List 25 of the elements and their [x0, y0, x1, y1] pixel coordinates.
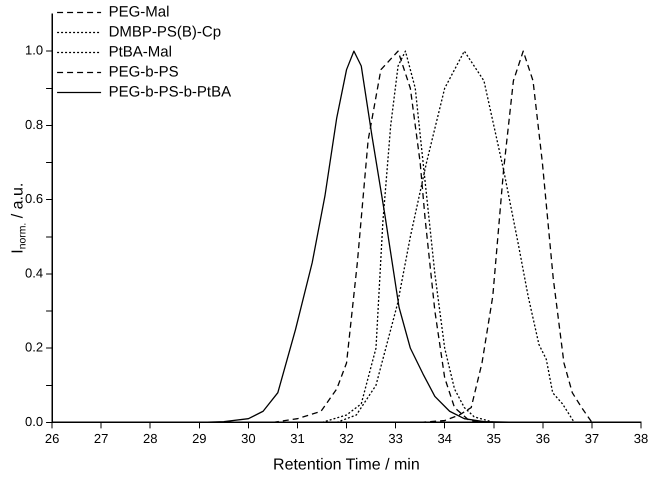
legend-label: PEG-Mal	[108, 4, 170, 21]
legend-label: PtBA-Mal	[108, 44, 172, 61]
legend-label: PEG-b-PS-b-PtBA	[108, 84, 232, 101]
y-tick-label: 0.0	[24, 414, 44, 429]
legend-label: PEG-b-PS	[108, 64, 179, 81]
x-tick-label: 30	[241, 430, 256, 446]
x-tick-label: 35	[486, 430, 501, 446]
x-tick-label: 36	[536, 430, 550, 446]
y-tick-label: 0.4	[24, 265, 44, 280]
x-axis-title: Retention Time / min	[273, 456, 420, 474]
y-tick-label: 0.2	[24, 340, 44, 355]
x-tick-label: 31	[290, 430, 305, 446]
x-tick-label: 26	[44, 430, 60, 446]
y-tick-label: 1.0	[24, 42, 44, 58]
legend-label: DMBP-PS(B)-Cp	[108, 24, 222, 41]
x-tick-label: 27	[94, 430, 108, 446]
x-tick-label: 28	[142, 430, 158, 446]
y-tick-label: 0.8	[24, 116, 44, 132]
x-tick-label: 34	[437, 430, 452, 446]
x-tick-label: 37	[584, 430, 600, 446]
x-tick-label: 29	[192, 430, 207, 446]
x-tick-label: 32	[339, 430, 354, 446]
y-tick-label: 0.6	[24, 191, 44, 206]
x-tick-label: 38	[634, 430, 648, 446]
x-tick-label: 33	[388, 430, 403, 446]
